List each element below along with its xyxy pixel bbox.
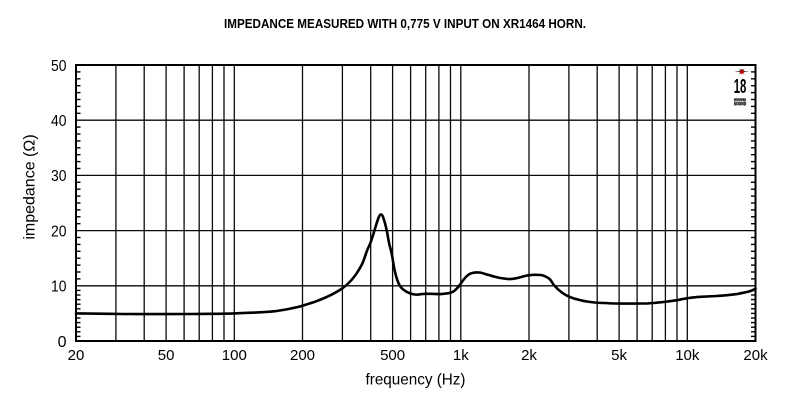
svg-text:IMPEDANCE MEASURED WITH 0,775: IMPEDANCE MEASURED WITH 0,775 V INPUT ON…	[224, 16, 586, 31]
svg-text:EIGHTEEN: EIGHTEEN	[734, 98, 746, 102]
svg-text:20: 20	[68, 347, 85, 364]
svg-text:50: 50	[158, 347, 175, 364]
svg-text:20: 20	[51, 223, 67, 240]
svg-text:500: 500	[380, 347, 405, 364]
svg-text:impedance (Ω): impedance (Ω)	[22, 134, 39, 239]
svg-text:frequency (Hz): frequency (Hz)	[366, 372, 466, 389]
svg-text:30: 30	[51, 168, 67, 185]
svg-text:SOUND: SOUND	[734, 101, 747, 107]
svg-text:200: 200	[290, 347, 315, 364]
svg-text:1k: 1k	[453, 347, 469, 364]
svg-text:0: 0	[58, 334, 67, 351]
svg-text:18: 18	[734, 75, 747, 98]
svg-text:10: 10	[51, 279, 67, 296]
svg-text:10k: 10k	[675, 347, 700, 364]
svg-text:40: 40	[51, 113, 67, 130]
svg-text:100: 100	[222, 347, 247, 364]
svg-text:2k: 2k	[521, 347, 537, 364]
svg-text:50: 50	[51, 58, 67, 75]
svg-text:5k: 5k	[611, 347, 627, 364]
svg-text:20k: 20k	[743, 347, 768, 364]
